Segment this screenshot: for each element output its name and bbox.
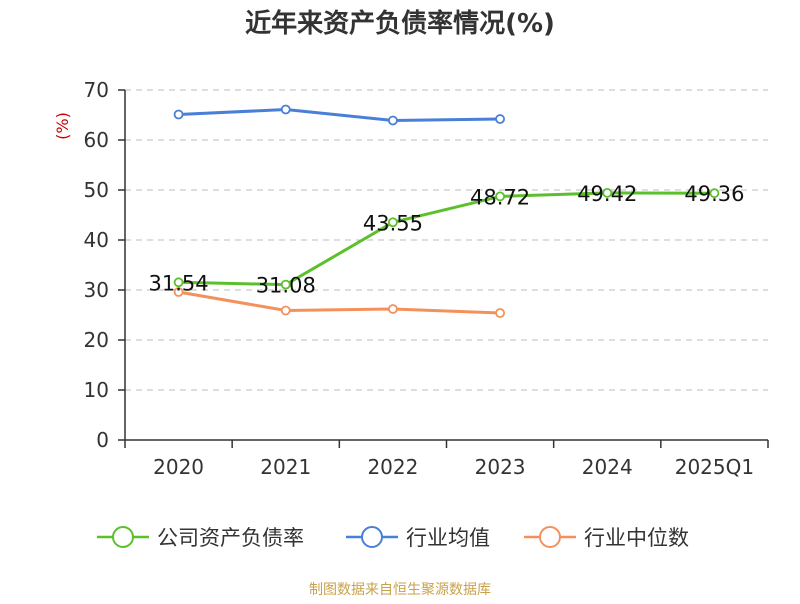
data-point xyxy=(388,217,398,228)
data-point xyxy=(602,187,613,198)
axes: 0 10 20 30 40 50 60 70 2020 2021 2022 2023 2024 2025Q… xyxy=(84,78,769,479)
legend-label: 行业均值 xyxy=(406,526,490,550)
data-point xyxy=(173,109,184,120)
source-note: 制图数据来自恒生聚源数据库 xyxy=(309,582,491,598)
grid-lines xyxy=(125,89,768,391)
y-tick-label: 0 xyxy=(96,428,109,452)
data-point xyxy=(495,191,505,202)
data-labels: 31.54 31.08 43.55 48.72 49.42 49.36 xyxy=(149,182,745,298)
y-tick-label: 20 xyxy=(84,328,109,352)
y-axis-unit-label: (%) xyxy=(53,112,72,140)
chart-title: 近年来资产负债率情况(%) xyxy=(245,8,555,39)
legend-marker xyxy=(361,526,383,548)
legend-marker xyxy=(539,526,561,548)
x-tick-label: 2025Q1 xyxy=(675,455,754,479)
data-label: 49.42 xyxy=(577,182,637,206)
y-tick-label: 30 xyxy=(84,278,109,302)
series-lines xyxy=(173,104,720,318)
data-label: 31.08 xyxy=(256,274,316,298)
data-point xyxy=(280,305,291,316)
x-tick-label: 2024 xyxy=(582,455,633,479)
data-point xyxy=(495,114,505,124)
series-line xyxy=(177,108,502,122)
x-tick-label: 2021 xyxy=(260,455,311,479)
data-label: 49.36 xyxy=(684,182,744,206)
legend-label: 公司资产负债率 xyxy=(157,526,304,550)
y-tick-label: 10 xyxy=(84,378,109,402)
data-point xyxy=(280,104,291,115)
legend-marker xyxy=(112,526,134,548)
data-label: 48.72 xyxy=(470,185,530,209)
data-point xyxy=(495,308,505,318)
series-line xyxy=(177,290,502,315)
data-point xyxy=(388,115,398,126)
legend-label: 行业中位数 xyxy=(584,526,689,550)
data-label: 31.54 xyxy=(149,271,209,295)
series-line xyxy=(177,191,716,287)
data-point xyxy=(173,277,184,288)
data-label: 43.55 xyxy=(363,211,423,235)
y-tick-label: 70 xyxy=(84,78,109,102)
data-point xyxy=(709,188,720,199)
y-tick-label: 40 xyxy=(84,228,109,252)
x-tick-label: 2023 xyxy=(475,455,526,479)
x-tick-label: 2020 xyxy=(153,455,204,479)
y-tick-label: 50 xyxy=(84,178,109,202)
y-tick-label: 60 xyxy=(84,128,109,152)
legend: 公司资产负债率 行业均值 行业中位数 xyxy=(97,526,689,550)
x-tick-label: 2022 xyxy=(367,455,418,479)
data-point xyxy=(280,279,291,290)
data-point xyxy=(388,304,398,314)
data-point xyxy=(173,287,184,297)
